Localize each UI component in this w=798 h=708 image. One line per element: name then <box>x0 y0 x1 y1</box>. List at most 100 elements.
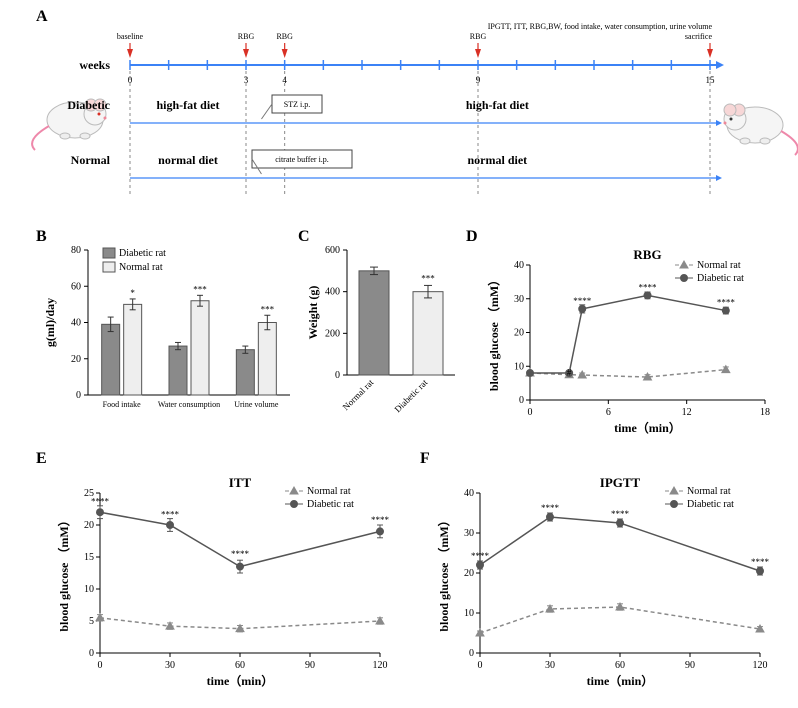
svg-text:baseline: baseline <box>117 32 144 41</box>
svg-text:20: 20 <box>71 354 81 365</box>
figure: { "panels": { "A": { "label": "A" }, "B"… <box>0 0 798 706</box>
svg-text:high-fat diet: high-fat diet <box>466 98 529 112</box>
svg-text:weeks: weeks <box>79 58 110 72</box>
svg-text:high-fat diet: high-fat diet <box>157 98 220 112</box>
panel-F-line-chart: IPGTT 0 10 20 30 40 0 30 60 90 120 time（min） blood g… <box>420 458 790 708</box>
svg-text:Normal rat: Normal rat <box>341 377 376 412</box>
svg-text:time（min）: time（min） <box>587 673 654 688</box>
svg-text:Water consumption: Water consumption <box>158 400 220 409</box>
svg-text:RBG: RBG <box>470 32 487 41</box>
svg-text:30: 30 <box>165 660 175 671</box>
svg-text:****: **** <box>573 296 592 306</box>
svg-text:time（min）: time（min） <box>207 673 274 688</box>
svg-text:Normal: Normal <box>71 153 111 167</box>
svg-text:60: 60 <box>71 281 81 292</box>
svg-text:90: 90 <box>685 660 695 671</box>
panel-C-bar-chart: 0 200 400 600 Weight (g) Normal rat *** Diabeti… <box>305 235 465 450</box>
svg-text:Diabetic rat: Diabetic rat <box>119 248 166 259</box>
svg-text:blood glucose （mM）: blood glucose （mM） <box>436 514 451 631</box>
svg-text:normal diet: normal diet <box>467 153 527 167</box>
svg-text:Diabetic: Diabetic <box>67 98 110 112</box>
svg-text:ITT: ITT <box>229 475 252 490</box>
svg-text:Diabetic rat: Diabetic rat <box>392 377 429 414</box>
svg-text:20: 20 <box>84 520 94 531</box>
svg-text:normal diet: normal diet <box>158 153 218 167</box>
panel-B-bar-chart: 0 20 40 60 80 g(ml)/day * Food intake *** Water c… <box>40 235 300 450</box>
svg-text:sacrifice: sacrifice <box>685 32 713 41</box>
svg-text:10: 10 <box>464 608 474 619</box>
svg-text:Normal rat: Normal rat <box>119 262 163 273</box>
svg-text:600: 600 <box>325 245 340 256</box>
svg-text:****: **** <box>231 549 250 559</box>
svg-text:40: 40 <box>71 318 81 329</box>
svg-text:***: *** <box>193 284 207 294</box>
svg-text:120: 120 <box>753 660 768 671</box>
svg-text:STZ i.p.: STZ i.p. <box>284 100 310 109</box>
svg-text:Urine volume: Urine volume <box>234 400 279 409</box>
svg-text:30: 30 <box>545 660 555 671</box>
svg-text:40: 40 <box>514 260 524 271</box>
svg-text:0: 0 <box>528 407 533 418</box>
svg-text:****: **** <box>639 282 658 292</box>
svg-text:Diabetic rat: Diabetic rat <box>687 499 734 510</box>
svg-text:****: **** <box>611 509 630 519</box>
panel-E-line-chart: ITT05101520250306090120time（min）blood gl… <box>40 458 410 708</box>
svg-text:20: 20 <box>514 328 524 339</box>
svg-text:Normal rat: Normal rat <box>307 486 351 497</box>
svg-text:RBG: RBG <box>238 32 255 41</box>
svg-text:10: 10 <box>514 361 524 372</box>
svg-text:***: *** <box>421 273 435 283</box>
svg-text:0: 0 <box>335 370 340 381</box>
svg-text:Normal rat: Normal rat <box>697 260 741 271</box>
svg-text:80: 80 <box>71 245 81 256</box>
panel-D-line-chart: RBG 0 10 20 30 40 0 6 12 18 time（min） blood glucose… <box>475 235 785 450</box>
svg-text:****: **** <box>751 557 770 567</box>
svg-text:blood glucose （mM）: blood glucose （mM） <box>486 274 501 391</box>
panel-A-timeline: weeks034915baselineRBGRBGRBGIPGTT, ITT, … <box>0 10 798 220</box>
svg-text:10: 10 <box>84 584 94 595</box>
svg-text:Normal rat: Normal rat <box>687 486 731 497</box>
svg-text:0: 0 <box>478 660 483 671</box>
svg-text:IPGTT, ITT, RBG,BW, food inta: IPGTT, ITT, RBG,BW, food intake, water c… <box>488 22 713 31</box>
svg-text:6: 6 <box>606 407 611 418</box>
svg-text:120: 120 <box>373 660 388 671</box>
svg-text:Food intake: Food intake <box>103 400 141 409</box>
svg-text:Diabetic rat: Diabetic rat <box>697 273 744 284</box>
svg-text:5: 5 <box>89 616 94 627</box>
svg-text:****: **** <box>541 503 560 513</box>
svg-text:RBG: RBG <box>633 247 661 262</box>
svg-text:12: 12 <box>682 407 692 418</box>
svg-text:****: **** <box>161 509 180 519</box>
svg-text:time（min）: time（min） <box>614 420 681 435</box>
svg-text:****: **** <box>471 551 490 561</box>
svg-text:0: 0 <box>76 390 81 401</box>
svg-text:0: 0 <box>469 648 474 659</box>
svg-text:0: 0 <box>519 395 524 406</box>
svg-text:20: 20 <box>464 568 474 579</box>
svg-text:#: # <box>567 367 572 377</box>
svg-text:g(ml)/day: g(ml)/day <box>43 298 57 347</box>
svg-text:30: 30 <box>464 528 474 539</box>
svg-text:blood glucose （mM）: blood glucose （mM） <box>56 514 71 631</box>
svg-text:IPGTT: IPGTT <box>600 475 641 490</box>
svg-text:***: *** <box>261 304 275 314</box>
svg-text:0: 0 <box>98 660 103 671</box>
svg-text:60: 60 <box>615 660 625 671</box>
svg-text:40: 40 <box>464 488 474 499</box>
svg-text:18: 18 <box>760 407 770 418</box>
svg-text:15: 15 <box>84 552 94 563</box>
svg-text:****: **** <box>717 298 736 308</box>
svg-text:****: **** <box>371 515 390 525</box>
svg-text:90: 90 <box>305 660 315 671</box>
svg-text:200: 200 <box>325 328 340 339</box>
svg-text:0: 0 <box>89 648 94 659</box>
svg-text:Diabetic rat: Diabetic rat <box>307 499 354 510</box>
svg-text:RBG: RBG <box>276 32 293 41</box>
svg-text:****: **** <box>91 497 110 507</box>
svg-text:400: 400 <box>325 287 340 298</box>
svg-text:Weight (g): Weight (g) <box>306 286 320 340</box>
svg-text:*: * <box>130 288 135 298</box>
svg-text:30: 30 <box>514 294 524 305</box>
svg-text:60: 60 <box>235 660 245 671</box>
svg-text:citrate buffer i.p.: citrate buffer i.p. <box>275 155 329 164</box>
